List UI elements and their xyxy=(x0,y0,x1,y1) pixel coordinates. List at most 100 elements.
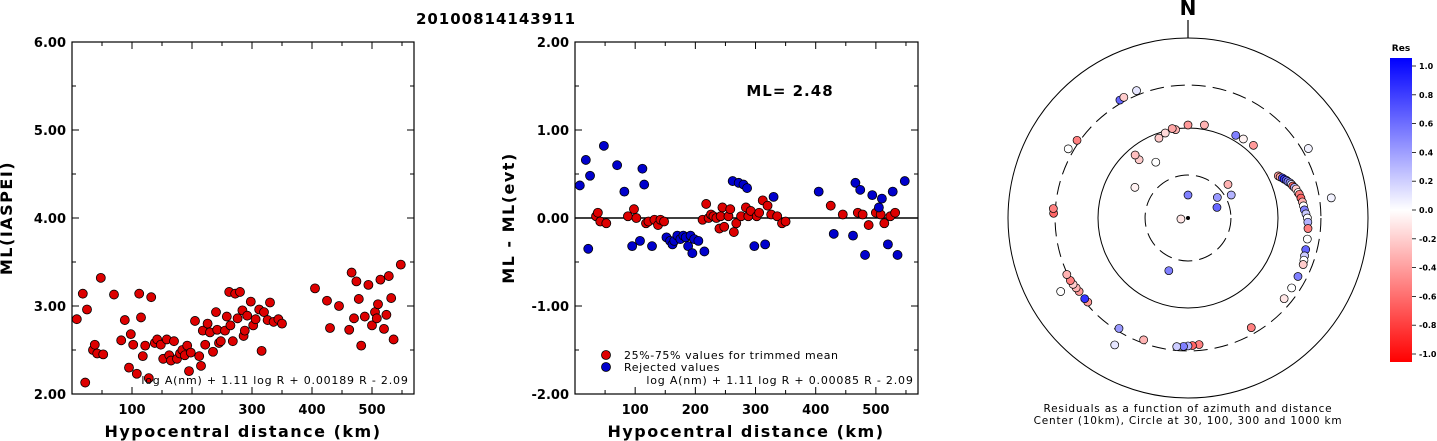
station-point xyxy=(137,351,148,362)
station-point xyxy=(232,313,243,324)
station-residual-point xyxy=(1049,204,1058,213)
rejected-point xyxy=(639,179,650,190)
colorbar-tick-label: -0.8 xyxy=(1419,321,1437,330)
station-point xyxy=(71,314,82,325)
trimmed-point xyxy=(762,200,773,211)
station-residual-point xyxy=(1212,203,1222,212)
trimmed-point xyxy=(629,204,639,215)
rejected-point xyxy=(619,186,630,197)
station-point xyxy=(146,292,157,303)
station-point xyxy=(77,288,88,299)
x-axis-label-1: Hypocentral distance (km) xyxy=(104,422,381,441)
rejected-point xyxy=(867,190,878,201)
station-point xyxy=(200,339,211,350)
y-tick-label-1: 0.00 xyxy=(537,212,569,227)
station-point xyxy=(386,293,397,303)
rejected-point xyxy=(574,180,585,191)
station-residual-point xyxy=(1062,270,1072,279)
station-residual-point xyxy=(1249,140,1258,150)
rejected-point xyxy=(887,186,898,197)
station-point xyxy=(140,340,151,351)
station-point xyxy=(235,287,245,297)
station-point xyxy=(169,336,179,347)
rejected-point xyxy=(768,191,779,202)
station-residual-point xyxy=(1132,86,1141,95)
rejected-point xyxy=(693,235,704,246)
north-label: N xyxy=(1180,0,1197,20)
y-axis-label-1: ML(IASPEI) xyxy=(0,161,16,275)
trimmed-point xyxy=(592,207,603,218)
station-residual-point xyxy=(1200,120,1209,130)
trimmed-point xyxy=(772,211,783,222)
station-residual-point xyxy=(1302,234,1312,244)
figure-title: 20100814143911 xyxy=(416,10,576,28)
legend-label-rejected: Rejected values xyxy=(624,361,720,374)
station-residual-point xyxy=(1063,144,1073,154)
station-point xyxy=(367,320,377,331)
y-tick-label-1: -2.00 xyxy=(532,388,569,403)
y-tick-label-0: 3.00 xyxy=(34,300,66,315)
station-point xyxy=(185,347,196,358)
rejected-point xyxy=(598,140,609,151)
trimmed-point xyxy=(659,216,669,227)
rejected-point xyxy=(813,186,824,197)
x-tick-label-1: 400 xyxy=(802,403,829,418)
station-residual-point xyxy=(1160,128,1170,138)
station-residual-point xyxy=(1183,120,1193,130)
station-point xyxy=(221,311,232,322)
station-point xyxy=(116,335,127,346)
station-point xyxy=(395,259,406,270)
rejected-point xyxy=(627,241,638,252)
station-residual-point xyxy=(1151,157,1161,167)
rejected-point xyxy=(876,193,887,204)
station-residual-point xyxy=(1246,323,1256,332)
station-residual-point xyxy=(1279,294,1289,304)
colorbar-gradient xyxy=(1390,58,1412,362)
station-point xyxy=(134,288,145,299)
station-residual-point xyxy=(1167,124,1177,133)
colorbar-tick-label: 0.8 xyxy=(1419,91,1434,100)
rejected-point xyxy=(583,243,594,254)
x-tick-label-0: 100 xyxy=(118,403,145,418)
station-point xyxy=(245,296,256,307)
station-residual-point xyxy=(1056,287,1066,296)
colorbar-tick-label: -0.6 xyxy=(1419,292,1437,301)
y-tick-label-1: -1.00 xyxy=(532,300,569,315)
station-point xyxy=(346,267,357,278)
rejected-point xyxy=(855,184,866,195)
residual-colorbar: Res 1.0 0.8 0.6 0.4 0.2 0.0 -0.2 -0.4 -0.6 -0.8 -1… xyxy=(1390,44,1437,362)
station-residual-point xyxy=(1226,190,1236,200)
trimmed-point xyxy=(780,216,791,227)
station-residual-point xyxy=(1172,342,1182,351)
rejected-point xyxy=(873,202,884,213)
rejected-point xyxy=(580,155,591,165)
y-tick-label-0: 6.00 xyxy=(34,36,66,51)
trimmed-point xyxy=(631,213,642,223)
x-tick-label-1: 500 xyxy=(862,403,889,418)
colorbar-tick-label: -1.0 xyxy=(1419,350,1437,359)
colorbar-tick-label: 0.2 xyxy=(1419,177,1433,186)
x-tick-label-0: 500 xyxy=(358,403,385,418)
station-residual-point xyxy=(1154,133,1164,143)
legend-label-trimmed: 25%-75% values for trimmed mean xyxy=(624,349,839,362)
trimmed-point xyxy=(879,218,890,229)
rejected-point xyxy=(683,241,694,252)
trimmed-point xyxy=(719,221,730,232)
station-point xyxy=(227,336,238,347)
station-point xyxy=(194,351,205,362)
station-point xyxy=(225,320,236,331)
distance-ring-300km xyxy=(1054,84,1322,352)
x-tick-label-0: 300 xyxy=(238,403,265,418)
rejected-point xyxy=(760,239,771,250)
station-point xyxy=(334,301,344,311)
station-point xyxy=(89,339,100,350)
station-point xyxy=(124,362,134,373)
polar-caption-line1: Residuals as a function of azimuth and d… xyxy=(1044,403,1333,415)
station-residual-point xyxy=(1212,193,1222,202)
station-residual-point xyxy=(1176,214,1186,224)
distance-ring-1000km xyxy=(1007,37,1369,399)
station-point xyxy=(265,297,275,308)
rejected-point xyxy=(850,177,861,188)
y-tick-label-1: 2.00 xyxy=(537,36,569,51)
